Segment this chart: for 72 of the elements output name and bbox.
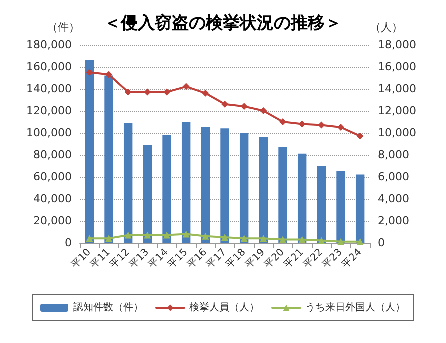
bar xyxy=(240,133,249,243)
point xyxy=(86,235,94,242)
y-tick-label: 60,000 xyxy=(34,170,72,184)
legend-label: 検挙人員（人） xyxy=(190,302,260,314)
point xyxy=(164,232,170,239)
point xyxy=(318,122,326,129)
point xyxy=(298,236,306,244)
bar xyxy=(259,137,268,243)
y-tick-label: 80,000 xyxy=(34,148,72,162)
y-tick-label: 40,000 xyxy=(34,192,72,206)
bar xyxy=(278,147,288,243)
point xyxy=(240,103,248,110)
point xyxy=(124,88,132,96)
point xyxy=(240,235,248,242)
y-axis-title: （件） xyxy=(47,21,80,34)
bar xyxy=(356,174,365,243)
point xyxy=(356,132,364,140)
legend-label: うち来日外国人（人） xyxy=(306,302,406,314)
y2-axis-title: （人） xyxy=(370,21,403,34)
point xyxy=(298,120,306,128)
y2-tick-label: 12,000 xyxy=(378,104,416,118)
bar xyxy=(317,166,326,243)
point xyxy=(260,235,268,242)
y-tick-label: 100,000 xyxy=(26,126,72,140)
y2-tick-label: 6,000 xyxy=(378,170,410,184)
point xyxy=(202,90,210,97)
y-tick-label: 180,000 xyxy=(26,38,72,52)
point xyxy=(106,235,112,242)
point xyxy=(280,236,286,244)
y2-tick-label: 8,000 xyxy=(378,148,410,162)
y-tick-label: 0 xyxy=(65,236,72,250)
y2-tick-label: 16,000 xyxy=(378,60,416,74)
point xyxy=(318,237,326,244)
point xyxy=(144,88,152,96)
bar xyxy=(85,60,94,243)
point xyxy=(86,69,94,76)
y-tick-label: 120,000 xyxy=(26,104,72,118)
y2-tick-label: 18,000 xyxy=(378,38,416,52)
y-tick-label: 140,000 xyxy=(26,82,72,96)
y2-tick-label: 4,000 xyxy=(378,192,410,206)
bar xyxy=(182,122,191,243)
y-tick-label: 20,000 xyxy=(34,214,72,228)
point xyxy=(182,230,190,238)
point xyxy=(356,238,364,246)
y2-tick-label: 2,000 xyxy=(378,214,410,228)
bar xyxy=(162,135,172,243)
point xyxy=(338,124,344,131)
point xyxy=(260,108,268,114)
legend-label: 認知件数（件） xyxy=(74,302,144,314)
bar xyxy=(298,154,307,243)
bar xyxy=(220,128,230,243)
point xyxy=(106,71,112,78)
bar xyxy=(124,123,133,243)
point xyxy=(144,232,152,239)
bar xyxy=(201,128,210,243)
point xyxy=(124,232,132,239)
bar xyxy=(104,76,114,243)
y2-tick-label: 14,000 xyxy=(378,82,416,96)
chart-title: ＜侵入窃盗の検挙状況の推移＞ xyxy=(104,14,342,34)
bar xyxy=(336,172,346,243)
x-tick-label: 平24 xyxy=(340,247,364,271)
point xyxy=(182,83,190,90)
point xyxy=(202,232,210,240)
point xyxy=(222,100,228,108)
y-tick-label: 160,000 xyxy=(26,60,72,74)
y2-tick-label: 0 xyxy=(378,236,385,250)
point xyxy=(280,118,286,126)
point xyxy=(164,88,170,96)
y2-tick-label: 10,000 xyxy=(378,126,416,140)
point xyxy=(338,238,344,246)
bar xyxy=(143,145,152,243)
point xyxy=(222,234,228,241)
